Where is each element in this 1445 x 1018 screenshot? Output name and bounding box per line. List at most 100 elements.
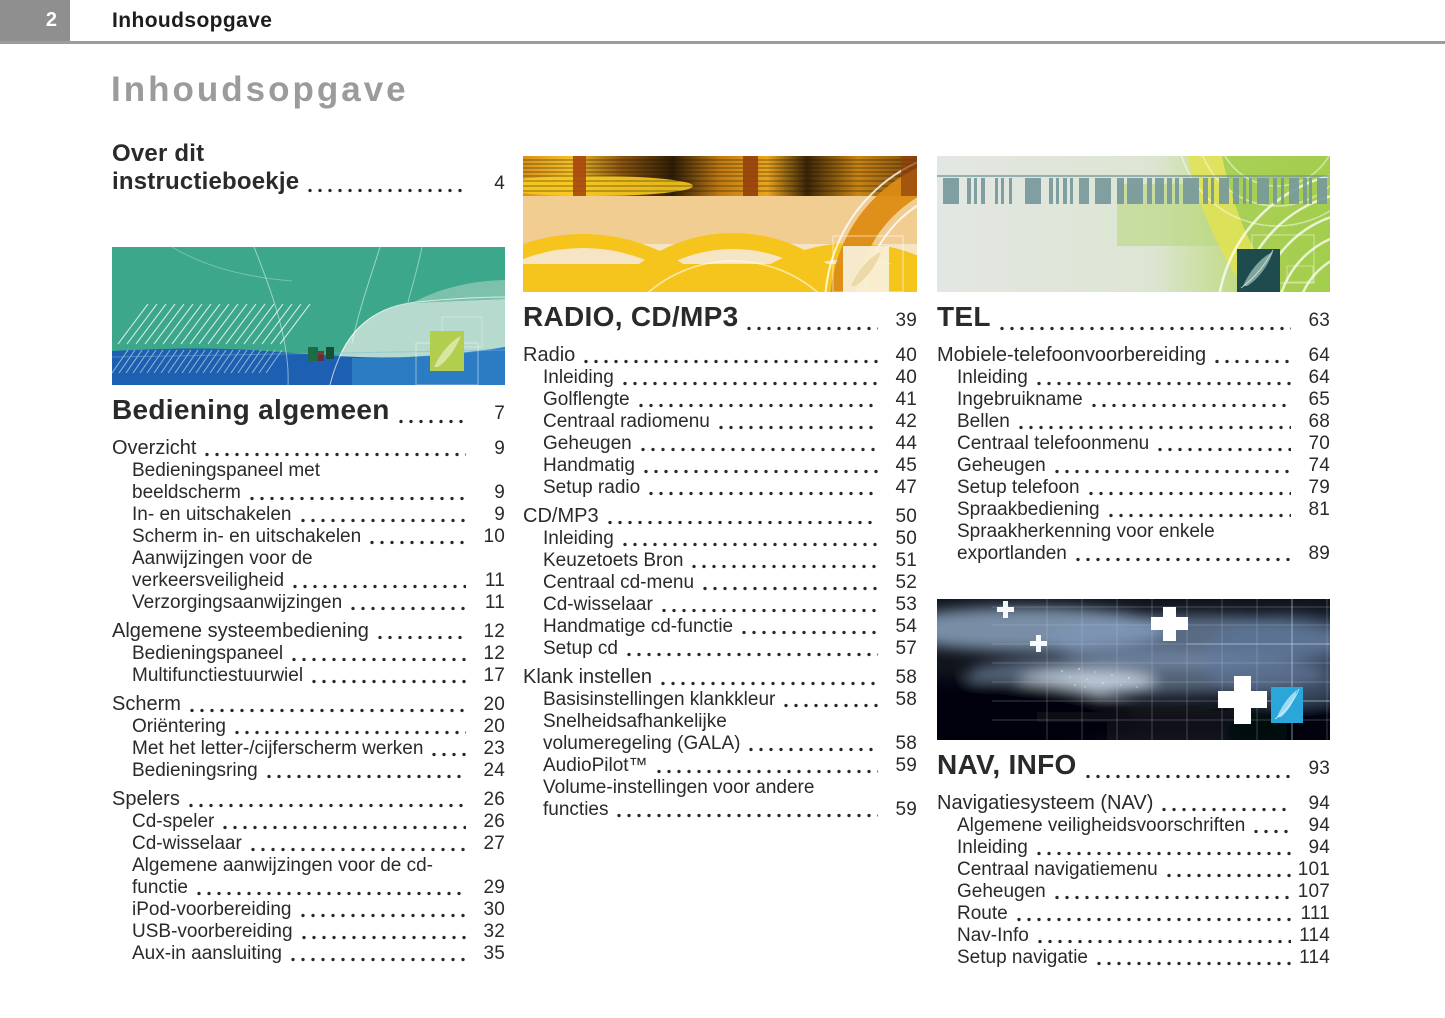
toc-entry-label: Mobiele-telefoonvoorbereiding xyxy=(937,344,1207,366)
dot-leader xyxy=(996,326,1291,331)
toc-entry-page: 11 xyxy=(484,570,505,591)
toc-entry-page: 54 xyxy=(895,616,917,637)
toc-entry-label: Algemene systeembediening xyxy=(112,620,369,642)
dot-leader xyxy=(635,403,878,408)
toc-entry-label: Inleiding xyxy=(957,837,1028,858)
dot-leader xyxy=(640,469,878,474)
toc-chapter-row: Over dit instructieboekje 4 xyxy=(112,140,505,198)
toc-entry-row: Centraal telefoonmenu 70 xyxy=(937,433,1330,455)
dot-leader xyxy=(604,520,878,525)
toc-entry-label: Setup telefoon xyxy=(957,477,1080,498)
toc-entry-page: 10 xyxy=(483,526,505,547)
toc-entry-row: Navigatiesysteem (NAV) 94 xyxy=(937,792,1330,815)
toc-entry-label: iPod-voorbereiding xyxy=(132,899,292,920)
toc-entry-label: Centraal telefoonmenu xyxy=(957,433,1150,454)
toc-entry-label: Golflengte xyxy=(543,389,630,410)
toc-entry-label: Radio xyxy=(523,344,576,366)
dot-leader xyxy=(1033,381,1291,386)
banner-radio-image xyxy=(523,156,917,292)
toc-entry-row: Route 111 xyxy=(937,903,1330,925)
toc-entry-page: 70 xyxy=(1308,433,1330,454)
toc-entry-row: Aanwijzingen voor de verkeersveiligheid 11 xyxy=(112,548,505,592)
banner-nav-image xyxy=(937,599,1330,740)
toc-entry-label: Setup navigatie xyxy=(957,947,1088,968)
toc-entry-row: Scherm in- en uitschakelen 10 xyxy=(112,526,505,548)
toc-entry-page: 23 xyxy=(483,738,505,759)
toc-entry-label: NAV, INFO xyxy=(937,749,1077,780)
toc-entry-label: Spelers xyxy=(112,788,180,810)
toc-entry-label-line: Aanwijzingen voor de xyxy=(132,548,313,569)
toc-entry-label: Ingebruikname xyxy=(957,389,1083,410)
toc-entry-label: RADIO, CD/MP3 xyxy=(523,301,739,332)
dot-leader xyxy=(1163,873,1291,878)
toc-entry-label: Centraal cd-menu xyxy=(543,572,695,593)
toc-entry-page: 74 xyxy=(1308,455,1330,476)
running-header: Inhoudsopgave xyxy=(112,9,273,32)
toc-entry-label: Centraal navigatiemenu xyxy=(957,859,1158,880)
dot-leader xyxy=(658,608,878,613)
toc-entry-label: Cd-speler xyxy=(132,811,215,832)
page-number: 2 xyxy=(45,9,57,31)
banner-general-image xyxy=(112,247,505,385)
toc-entry-label: verkeersveiligheid xyxy=(132,570,285,591)
toc-entry-row: Snelheidsafhankelijke volumeregeling (GAL… xyxy=(523,711,917,755)
toc-chapter-row: TEL 63 xyxy=(937,301,1330,336)
dot-leader xyxy=(246,496,466,501)
header-rule xyxy=(0,41,1445,44)
toc-list-general: Bediening algemeen 7 Overzicht 9 Bedieningsp… xyxy=(112,394,505,965)
toc-entry-page: 53 xyxy=(895,594,917,615)
toc-entry-label: Cd-wisselaar xyxy=(543,594,653,615)
dot-leader xyxy=(1088,403,1291,408)
toc-entry-label: Geheugen xyxy=(957,881,1046,902)
toc-entry-label: Spraakbediening xyxy=(957,499,1100,520)
toc-entry-label: functie xyxy=(132,877,188,898)
toc-entry-page: 50 xyxy=(895,506,917,527)
toc-entry-label: Bellen xyxy=(957,411,1010,432)
dot-leader xyxy=(287,957,466,962)
toc-entry-label: Verzorgingsaanwijzingen xyxy=(132,592,343,613)
toc-entry-row: Inleiding 94 xyxy=(937,837,1330,859)
toc-entry-row: Bedieningsring 24 xyxy=(112,760,505,782)
dot-leader xyxy=(309,679,466,684)
dot-leader xyxy=(1072,557,1291,562)
toc-entry-label: functies xyxy=(543,799,609,820)
toc-entry-row: USB-voorbereiding 32 xyxy=(112,921,505,943)
dot-leader xyxy=(1015,425,1291,430)
toc-entry-row: Volume-instellingen voor andere functies 5… xyxy=(523,777,917,821)
toc-entry-label-line: Spraakherkenning voor enkele xyxy=(957,521,1215,542)
toc-entry-row: Geheugen 44 xyxy=(523,433,917,455)
toc-entry-row: Inleiding 64 xyxy=(937,367,1330,389)
dot-leader xyxy=(185,803,466,808)
toc-entry-label: Klank instellen xyxy=(523,666,652,688)
dot-leader xyxy=(1251,829,1291,834)
toc-entry-page: 93 xyxy=(1308,758,1330,779)
toc-entry-row: Overzicht 9 xyxy=(112,437,505,460)
dot-leader xyxy=(619,542,878,547)
toc-entry-row: Setup cd 57 xyxy=(523,638,917,660)
toc-entry-label: Handmatig xyxy=(543,455,635,476)
dot-leader xyxy=(700,586,878,591)
dot-leader xyxy=(305,188,466,193)
toc-entry-label-line: Algemene aanwijzingen voor de cd- xyxy=(132,855,434,876)
toc-entry-row: Verzorgingsaanwijzingen 11 xyxy=(112,592,505,614)
toc-list-radio: RADIO, CD/MP3 39 Radio 40 Inleiding 40 Golflen… xyxy=(523,301,917,821)
toc-entry-label: Overzicht xyxy=(112,437,197,459)
dot-leader xyxy=(1212,359,1291,364)
dot-leader xyxy=(781,703,878,708)
dot-leader xyxy=(653,769,878,774)
toc-entry-label: Cd-wisselaar xyxy=(132,833,242,854)
toc-entry-page: 42 xyxy=(895,411,917,432)
dot-leader xyxy=(1082,774,1291,779)
toc-entry-label: TEL xyxy=(937,301,991,332)
toc-chapter-row: Bediening algemeen 7 xyxy=(112,394,505,429)
toc-entry-label: Inleiding xyxy=(543,367,614,388)
toc-entry-page: 20 xyxy=(483,694,505,715)
toc-entry-page: 111 xyxy=(1300,903,1330,924)
toc-entry-page: 101 xyxy=(1297,859,1330,880)
toc-entry-page: 52 xyxy=(895,572,917,593)
toc-entry-label: Multifunctiestuurwiel xyxy=(132,665,304,686)
dot-leader xyxy=(1033,851,1291,856)
page-title: Inhoudsopgave xyxy=(111,70,409,109)
dot-leader xyxy=(367,540,466,545)
toc-entry-row: Ingebruikname 65 xyxy=(937,389,1330,411)
